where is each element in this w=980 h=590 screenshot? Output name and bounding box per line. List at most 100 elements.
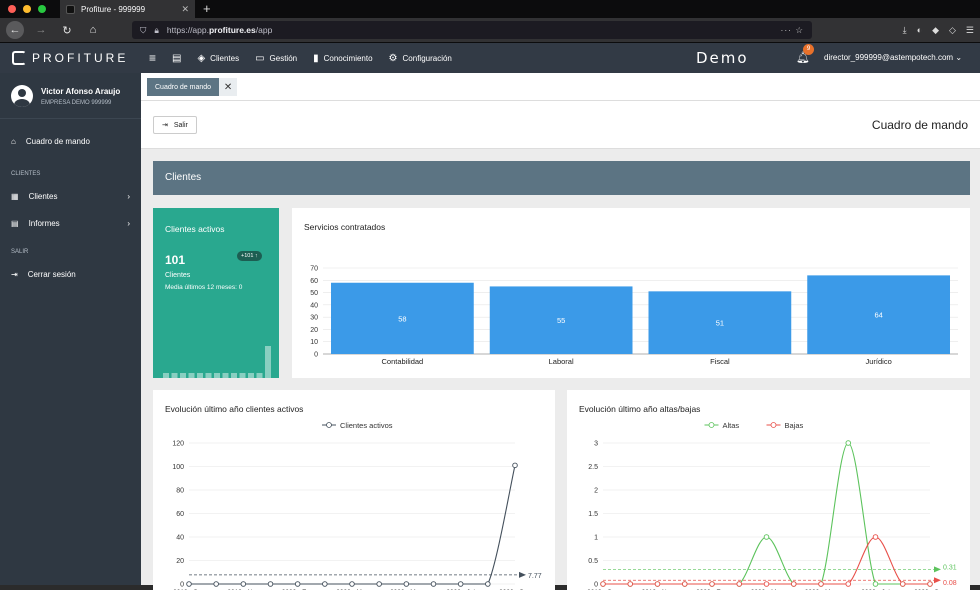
spark-bar: [205, 373, 212, 378]
fox-icon[interactable]: ◆: [932, 24, 939, 35]
close-window-button[interactable]: [8, 5, 16, 13]
y-tick-label: 0.5: [588, 558, 598, 565]
avatar: [11, 85, 33, 107]
y-tick-label: 0: [180, 582, 184, 589]
data-point: [186, 581, 192, 587]
data-point: [512, 462, 518, 469]
sidebar-item-informes[interactable]: ▤ Informes ›: [0, 210, 141, 237]
salir-button[interactable]: ⇥ Salir: [153, 116, 197, 134]
legend-marker: [326, 422, 332, 428]
data-point: [845, 581, 852, 587]
menu-item-gestion[interactable]: ▭ Gestión: [255, 53, 297, 64]
data-point: [322, 581, 328, 587]
maximize-window-button[interactable]: [38, 5, 46, 13]
user-profile: Victor Afonso Araujo EMPRESA DEMO 999999: [0, 73, 141, 119]
legend-label: Clientes activos: [340, 421, 393, 430]
x-tick-label: Fiscal: [710, 357, 730, 366]
sidebar-item-label: Clientes: [28, 192, 58, 201]
logout-icon: ⇥: [11, 270, 18, 279]
average-text: Media últimos 12 meses: 0: [165, 284, 243, 291]
exit-icon: ⇥: [162, 122, 168, 129]
legend-label: Altas: [723, 421, 740, 430]
new-tab-icon[interactable]: +: [203, 1, 211, 16]
hamburger-icon[interactable]: ≡: [149, 51, 157, 65]
home-icon[interactable]: ⌂: [89, 24, 97, 36]
y-tick-label: 60: [310, 278, 318, 285]
page-actions-icon[interactable]: ··· ☆: [780, 24, 804, 35]
puzzle-icon[interactable]: ◇: [949, 24, 956, 35]
count-label: Clientes: [165, 272, 191, 279]
newspaper-icon[interactable]: ▤: [172, 52, 182, 64]
data-point: [763, 534, 770, 540]
report-icon: ▤: [11, 219, 19, 228]
close-icon[interactable]: ✕: [219, 78, 238, 96]
spark-bar: [248, 373, 254, 378]
spark-bar: [265, 346, 271, 378]
back-arrow-icon[interactable]: ←: [6, 21, 24, 39]
y-tick-label: 0: [314, 352, 318, 359]
download-icon[interactable]: ⤓: [902, 24, 907, 35]
url-bar[interactable]: ⛉ 🔒︎ https://app.profiture.es/app ··· ☆: [132, 21, 812, 39]
sidebar-item-dashboard[interactable]: ⌂ Cuadro de mando: [0, 123, 141, 159]
average-label: 0.08: [943, 580, 957, 587]
sidebar-item-clientes[interactable]: ▦ Clientes ›: [0, 183, 141, 210]
data-point: [709, 581, 715, 587]
data-point: [681, 581, 688, 587]
browser-toolbar-icons: ⤓ ◐ ◆ ◇ ☰: [903, 25, 974, 36]
favicon-icon: [66, 4, 75, 14]
data-point: [240, 581, 247, 587]
menu-label: Configuración: [402, 53, 452, 63]
data-point: [457, 581, 464, 587]
chevron-right-icon: ›: [127, 192, 130, 201]
bar: [648, 291, 792, 354]
services-bar-chart: 0 10 20 30 40 50 60 70 58 Contabilidad 55 Laboral 51…: [310, 266, 958, 366]
menu-item-clientes[interactable]: ◈ Clientes: [197, 53, 239, 64]
data-point: [267, 581, 274, 587]
active-evolution-title: Evolución último año clientes activos: [165, 404, 304, 414]
page-header: ⇥ Salir Cuadro de mando: [141, 101, 980, 149]
data-point: [654, 581, 661, 587]
reload-icon[interactable]: ↻: [62, 24, 72, 37]
breadcrumb[interactable]: Cuadro de mando ✕: [147, 78, 238, 96]
active-clients-card: Clientes activos 101 +101 ↑ Clientes Med…: [153, 208, 279, 378]
browser-tab[interactable]: Profiture - 999999 ✕: [60, 0, 195, 18]
user-menu[interactable]: director_999999@astempotech.com ⌄: [824, 53, 962, 62]
menu-icon[interactable]: ☰: [965, 24, 974, 35]
forward-arrow-icon[interactable]: →: [35, 24, 47, 36]
bar: [331, 282, 474, 354]
notifications-bell-icon[interactable]: 🔔︎ 9: [796, 44, 814, 64]
data-point: [430, 581, 437, 587]
breadcrumb-label: Cuadro de mando: [155, 83, 212, 91]
url-text: https://app.profiture.es/app: [166, 25, 273, 35]
data-point: [845, 440, 852, 446]
services-title: Servicios contratados: [304, 222, 386, 232]
spark-bar: [197, 373, 203, 378]
menu-item-configuracion[interactable]: ⚙ Configuración: [389, 53, 452, 64]
logo[interactable]: PROFITURE: [0, 51, 141, 65]
browser-nav-bar: ← → ↻ ⌂ ⛉ 🔒︎ https://app.profiture.es/ap…: [0, 18, 980, 43]
menu-label: Clientes: [210, 53, 240, 63]
average-label: 0.31: [943, 564, 957, 571]
data-point: [927, 581, 933, 587]
y-tick-label: 60: [176, 511, 184, 518]
legend-label: Bajas: [785, 421, 804, 430]
app-header: PROFITURE ≡ ▤ ◈ Clientes ▭ Gestión ▮ Conoci…: [0, 43, 980, 73]
data-point: [627, 581, 634, 587]
spark-bar: [222, 373, 229, 378]
user-email: director_999999@astempotech.com: [824, 53, 954, 62]
close-tab-icon[interactable]: ✕: [181, 3, 189, 14]
sidebar-item-label: Informes: [28, 219, 60, 228]
sidebar-item-label: Cuadro de mando: [25, 136, 90, 146]
minimize-window-button[interactable]: [23, 5, 31, 13]
bar-value-label: 64: [874, 311, 882, 320]
user-name: Victor Afonso Araujo: [41, 87, 121, 96]
sidebar-item-logout[interactable]: ⇥ Cerrar sesión: [0, 261, 141, 288]
y-tick-label: 2.5: [588, 464, 598, 471]
company-name: EMPRESA DEMO 999999: [41, 100, 112, 106]
y-tick-label: 1.5: [588, 511, 598, 518]
extension-icon[interactable]: ◐: [916, 25, 923, 35]
menu-item-conocimiento[interactable]: ▮ Conocimiento: [313, 53, 372, 64]
page-title: Cuadro de mando: [871, 118, 968, 132]
data-point: [294, 581, 301, 587]
data-point: [790, 581, 797, 587]
